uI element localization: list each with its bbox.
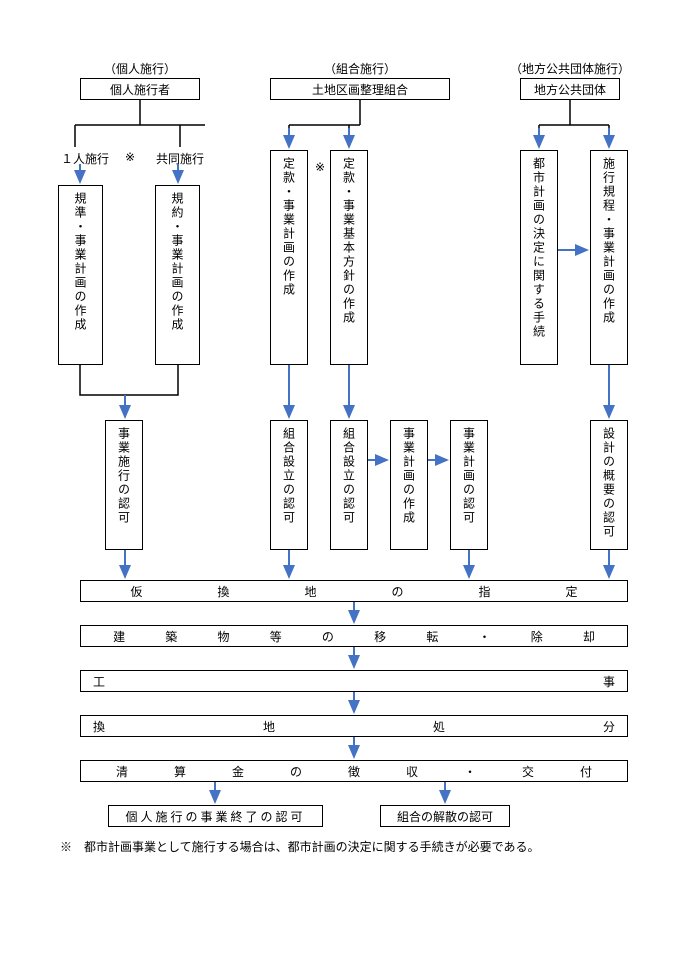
keikaku-ninka-box: 事業計画の認可 <box>450 420 488 550</box>
kumiai-end-box: 組合の解散の認可 <box>380 805 510 827</box>
teikan1-box: 定款・事業計画の作成 <box>270 150 308 365</box>
col1-header: 個人施行者 <box>80 78 200 100</box>
kouji-bar: 工事 <box>80 670 628 692</box>
joint-label: 共同施行 <box>150 150 210 167</box>
col2-header: 土地区画整理組合 <box>270 78 450 100</box>
kenchiku-bar: 建築物等の移転・除却 <box>80 625 628 647</box>
keikaku-sakusei-box: 事業計画の作成 <box>390 420 428 550</box>
kijun-box: 規準・事業計画の作成 <box>58 185 103 365</box>
kanchi-bar: 換地処分 <box>80 715 628 737</box>
sekkei-box: 設計の概要の認可 <box>590 420 628 550</box>
col1-paren: （個人施行） <box>80 60 200 77</box>
teikan2-box: 定款・事業基本方針の作成 <box>330 150 368 365</box>
col3-header: 地方公共団体 <box>520 78 620 100</box>
seisan-bar: 清算金の徴収・交付 <box>80 760 628 782</box>
footnote: ※ 都市計画事業として施行する場合は、都市計画の決定に関する手続きが必要である。 <box>60 838 640 855</box>
kumiai1-box: 組合設立の認可 <box>270 420 308 550</box>
asterisk1: ※ <box>120 150 140 164</box>
karikan-bar: 仮換地の指定 <box>80 580 628 602</box>
toshi-box: 都市計画の決定に関する手続 <box>520 150 558 365</box>
kumiai2-box: 組合設立の認可 <box>330 420 368 550</box>
one-person-label: １人施行 <box>55 150 115 167</box>
jigyou-ninka-box: 事業施行の認可 <box>105 420 143 550</box>
col2-paren: （組合施行） <box>290 60 430 77</box>
col3-paren: （地方公共団体施行） <box>500 60 640 77</box>
kiyaku-box: 規約・事業計画の作成 <box>155 185 200 365</box>
asterisk2: ※ <box>310 160 330 174</box>
kojin-end-box: 個人施行の事業終了の認可 <box>108 805 323 827</box>
shikou-box: 施行規程・事業計画の作成 <box>590 150 628 365</box>
